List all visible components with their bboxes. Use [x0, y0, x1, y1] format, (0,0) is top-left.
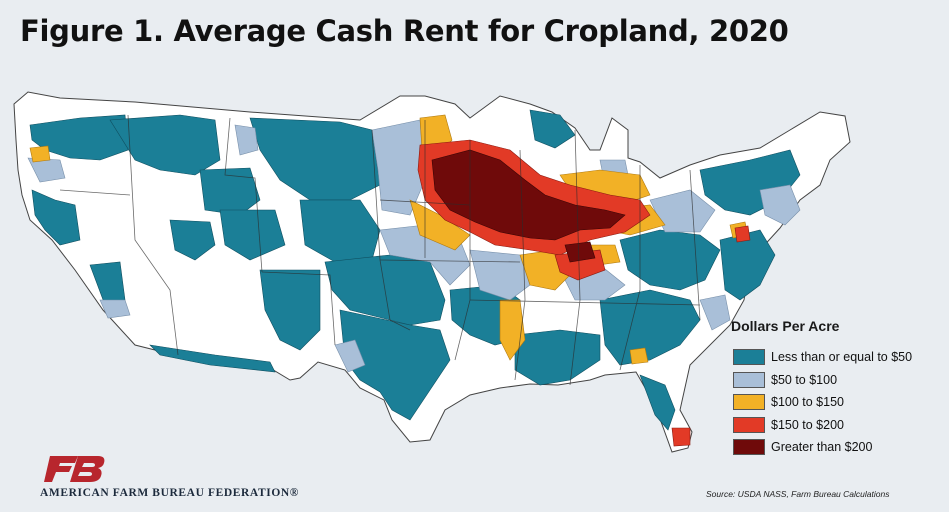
state-borders [59, 114, 701, 386]
figure-title: Figure 1. Average Cash Rent for Cropland… [20, 14, 789, 48]
legend-label: $50 to $100 [771, 372, 838, 387]
legend-item: $100 to $150 [733, 391, 943, 414]
farm-bureau-logo-icon [44, 456, 105, 482]
legend-item: $50 to $100 [733, 369, 943, 392]
legend-label: $150 to $200 [771, 417, 844, 432]
legend-swatch [733, 371, 765, 388]
legend-label: $100 to $150 [771, 395, 844, 410]
legend-swatch [733, 416, 765, 433]
legend-title: Dollars Per Acre [731, 318, 840, 334]
organization-name: AMERICAN FARM BUREAU FEDERATION® [40, 487, 299, 499]
legend-label: Less than or equal to $50 [771, 350, 913, 365]
map-legend: Dollars Per Acre Less than or equal to $… [731, 318, 943, 459]
region-gt-200 [431, 149, 626, 263]
source-note: Source: USDA NASS, Farm Bureau Calculati… [706, 489, 890, 499]
legend-swatch [733, 349, 765, 366]
region-50-100 [27, 119, 801, 373]
legend-item: $150 to $200 [733, 414, 943, 437]
legend-label: Greater than $200 [771, 440, 873, 455]
legend-swatch [733, 439, 765, 456]
legend-item: Less than or equal to $50 [733, 346, 943, 369]
legend-item: Greater than $200 [733, 436, 943, 459]
legend-swatch [733, 394, 765, 411]
